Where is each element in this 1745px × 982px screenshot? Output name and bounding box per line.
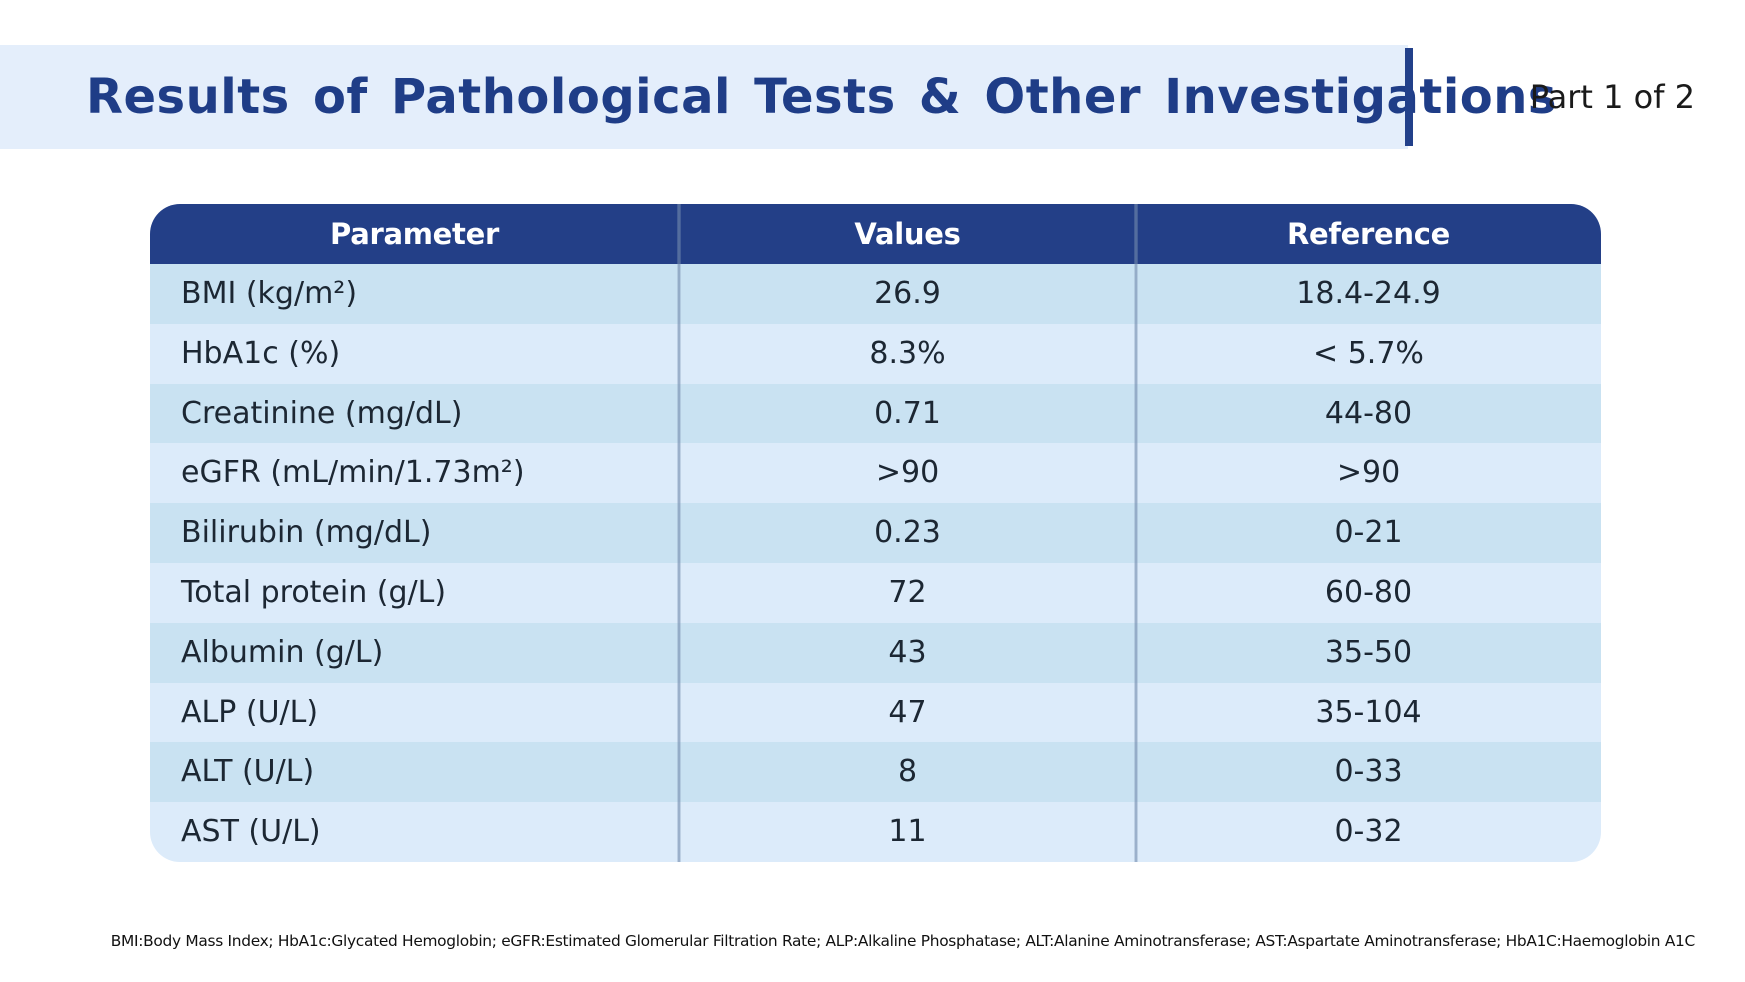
parameter-cell: Creatinine (mg/dL) [181,395,463,431]
table-body: BMI (kg/m²) 26.9 18.4-24.9 HbA1c (%) 8.3… [150,264,1601,862]
table-row: Bilirubin (mg/dL) 0.23 0-21 [150,503,1601,563]
reference-cell: 0-21 [1334,515,1403,551]
parameter-cell: Total protein (g/L) [181,574,447,610]
value-cell: 0.71 [874,395,941,431]
parameter-cell: eGFR (mL/min/1.73m²) [181,455,525,491]
reference-cell: >90 [1336,455,1401,491]
title-banner [0,45,1408,149]
table-row: HbA1c (%) 8.3% < 5.7% [150,323,1601,384]
table-row: AST (U/L) 11 0-32 [150,802,1601,862]
parameter-cell: BMI (kg/m²) [181,276,358,311]
table-row: Albumin (g/L) 43 35-50 [150,622,1601,683]
results-table: Parameter Values Reference BMI (kg/m²) 2… [150,204,1601,862]
reference-cell: 0-32 [1334,814,1403,850]
part-indicator: Part 1 of 2 [1529,78,1695,116]
value-cell: 43 [888,634,927,670]
column-header-reference: Reference [1286,217,1451,251]
column-header-values: Values [854,217,961,251]
table-row: ALP (U/L) 47 35-104 [150,682,1601,743]
reference-cell: 60-80 [1324,574,1413,610]
reference-cell: 18.4-24.9 [1296,276,1441,311]
reference-cell: 35-50 [1324,634,1413,670]
parameter-cell: HbA1c (%) [181,335,341,371]
reference-cell: 35-104 [1315,694,1422,730]
table-row: BMI (kg/m²) 26.9 18.4-24.9 [150,264,1601,324]
parameter-cell: ALP (U/L) [181,694,319,730]
value-cell: 47 [888,694,927,730]
parameter-cell: AST (U/L) [181,814,321,850]
parameter-cell: Albumin (g/L) [181,634,384,670]
table-row: Total protein (g/L) 72 60-80 [150,562,1601,623]
table-header-row: Parameter Values Reference [150,204,1601,264]
column-header-parameter: Parameter [330,217,499,251]
table-row: ALT (U/L) 8 0-33 [150,742,1601,803]
parameter-cell: Bilirubin (mg/dL) [181,515,432,551]
page-title: Results of Pathological Tests & Other In… [86,69,1557,125]
value-cell: 8.3% [869,335,946,371]
value-cell: 8 [897,754,918,790]
reference-cell: < 5.7% [1313,335,1424,371]
value-cell: 26.9 [874,276,941,311]
table-row: Creatinine (mg/dL) 0.71 44-80 [150,383,1601,444]
title-accent-bar [1405,48,1413,146]
reference-cell: 0-33 [1334,754,1403,790]
value-cell: 72 [888,574,927,610]
reference-cell: 44-80 [1324,395,1413,431]
column-divider [677,204,681,862]
value-cell: >90 [875,455,940,491]
value-cell: 11 [888,814,927,850]
value-cell: 0.23 [874,515,941,551]
table-row: eGFR (mL/min/1.73m²) >90 >90 [150,443,1601,504]
abbreviations-footnote: BMI:Body Mass Index; HbA1c:Glycated Hemo… [110,932,1696,950]
column-divider [1134,204,1138,862]
parameter-cell: ALT (U/L) [181,754,315,790]
